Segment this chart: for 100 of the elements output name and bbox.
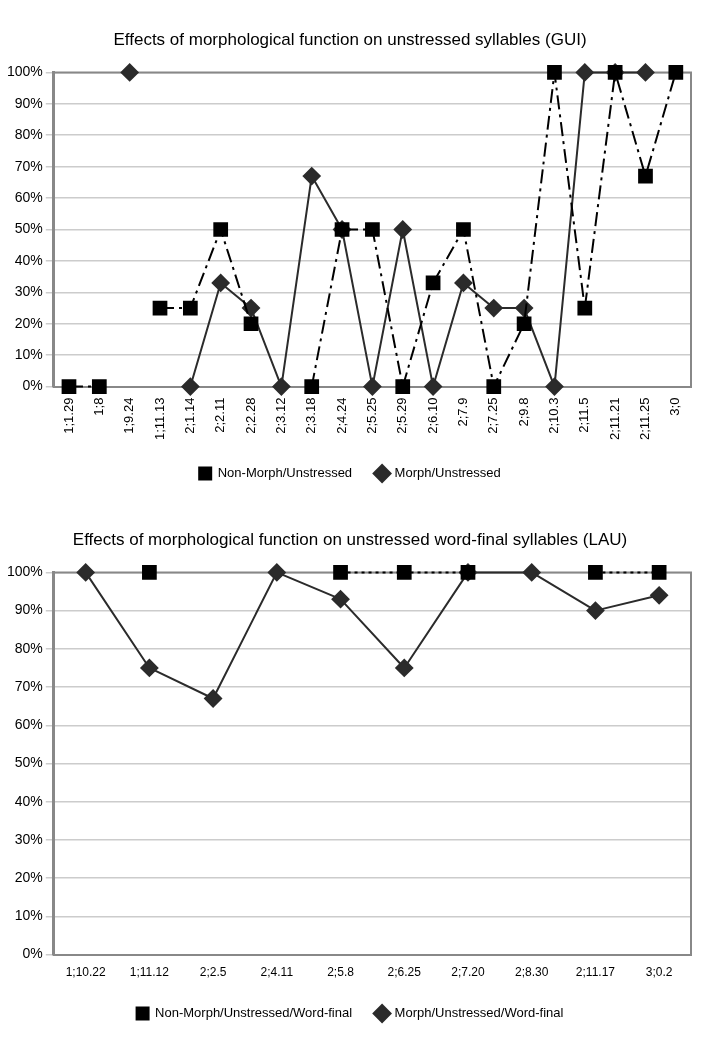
chart-title: Effects of morphological function on unstressed syllables (GUI) <box>113 29 587 49</box>
point <box>486 379 502 394</box>
x-tick-label: 1;10.22 <box>65 965 107 980</box>
point <box>668 65 684 80</box>
point <box>522 563 541 582</box>
point <box>363 377 382 396</box>
x-tick-label: 2;1.14 <box>181 397 197 434</box>
y-tick-label: 90% <box>14 601 43 618</box>
point <box>577 300 593 316</box>
x-tick-label: 2;4.24 <box>333 397 349 434</box>
x-tick-label: 2;11.5 <box>576 397 592 433</box>
x-tick-label: 1;1.29 <box>60 397 76 434</box>
x-tick-label: 1;11.12 <box>129 965 170 980</box>
point <box>142 565 157 580</box>
point <box>243 316 259 332</box>
y-tick-label: 10% <box>14 907 43 924</box>
point <box>152 300 168 316</box>
point <box>331 590 350 609</box>
y-tick-label: 30% <box>14 830 43 847</box>
point <box>304 379 320 394</box>
point <box>61 379 77 394</box>
point <box>272 377 291 396</box>
x-tick-label: 2;8.30 <box>515 965 549 980</box>
x-tick-label: 2;11.17 <box>575 965 616 980</box>
point <box>91 379 107 394</box>
x-tick-label: 2;5.29 <box>394 397 410 434</box>
x-tick-label: 2;11.25 <box>637 397 653 441</box>
point <box>425 275 441 291</box>
point <box>396 565 412 580</box>
point <box>575 63 594 82</box>
chart-title: Effects of morphological function on unstressed word-final syllables (LAU) <box>72 529 628 549</box>
legend-label: Morph/Unstressed/Word-final <box>394 1005 564 1021</box>
x-tick-label: 2;6.10 <box>424 397 440 434</box>
y-tick-label: 40% <box>14 251 43 268</box>
legend-label: Morph/Unstressed <box>394 465 501 481</box>
point <box>545 377 564 396</box>
y-tick-label: 70% <box>14 157 43 174</box>
point <box>395 658 414 677</box>
x-tick-label: 2;10.3 <box>546 397 562 434</box>
x-tick-label: 2;11.21 <box>606 397 622 441</box>
x-tick-label: 2;5.25 <box>363 397 379 434</box>
point <box>76 563 95 582</box>
y-tick-label: 20% <box>14 869 43 886</box>
x-tick-label: 1;9.24 <box>121 397 137 434</box>
y-tick-label: 40% <box>14 792 43 809</box>
point <box>547 65 562 80</box>
x-tick-label: 1;11.13 <box>151 397 167 441</box>
x-tick-label: 2;6.25 <box>387 965 422 980</box>
x-tick-label: 3;0 <box>667 397 683 416</box>
x-tick-label: 2;2.28 <box>242 397 258 434</box>
point <box>120 63 139 82</box>
point <box>267 563 286 582</box>
y-tick-label: 0% <box>22 377 43 394</box>
x-tick-label: 2;3.12 <box>272 397 288 434</box>
legend-label: Non-Morph/Unstressed/Word-final <box>155 1005 353 1021</box>
point <box>211 273 230 292</box>
y-tick-label: 50% <box>14 220 43 237</box>
point <box>636 63 655 82</box>
point <box>456 222 471 237</box>
y-tick-label: 90% <box>14 94 43 111</box>
y-tick-label: 70% <box>14 677 43 694</box>
x-tick-label: 1;8 <box>90 397 106 416</box>
point <box>181 377 200 396</box>
point <box>140 658 159 677</box>
point <box>302 167 321 186</box>
x-tick-label: 2;5.8 <box>327 965 355 980</box>
point <box>204 689 223 708</box>
point <box>484 299 503 318</box>
point <box>638 168 653 184</box>
x-tick-label: 2;3.18 <box>303 397 319 434</box>
y-tick-label: 60% <box>14 188 43 205</box>
y-tick-label: 80% <box>14 126 43 143</box>
y-tick-label: 20% <box>14 314 43 331</box>
point <box>365 222 380 237</box>
x-tick-label: 3;0.2 <box>645 965 673 980</box>
legend-label: Non-Morph/Unstressed <box>217 465 353 481</box>
y-tick-label: 100% <box>6 563 43 580</box>
point <box>393 220 412 239</box>
y-tick-label: 60% <box>14 716 43 733</box>
x-tick-label: 2;7.9 <box>455 397 471 427</box>
point <box>454 273 473 292</box>
point <box>588 565 603 580</box>
point <box>213 222 229 237</box>
y-tick-label: 100% <box>6 63 43 80</box>
point <box>516 316 532 332</box>
point <box>650 586 669 605</box>
y-tick-label: 10% <box>14 346 43 363</box>
point <box>651 565 667 580</box>
point <box>424 377 443 396</box>
x-tick-label: 2;2.11 <box>212 397 228 433</box>
point <box>586 601 605 620</box>
point <box>333 565 348 580</box>
y-tick-label: 0% <box>22 945 43 962</box>
point <box>182 300 198 316</box>
x-tick-label: 2;4.11 <box>260 965 294 980</box>
x-tick-label: 2;7.25 <box>485 397 501 434</box>
y-tick-label: 30% <box>14 283 43 300</box>
x-tick-label: 2;7.20 <box>451 965 485 980</box>
x-tick-label: 2;2.5 <box>199 965 227 980</box>
x-tick-label: 2;9.8 <box>515 397 531 427</box>
